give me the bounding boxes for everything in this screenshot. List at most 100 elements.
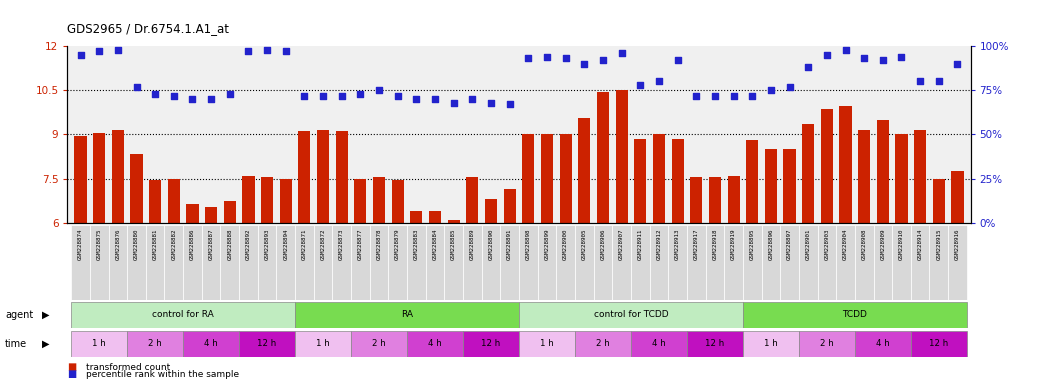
Bar — [351, 225, 370, 300]
Text: GSM228919: GSM228919 — [731, 228, 736, 260]
Bar — [743, 302, 966, 328]
Point — [333, 93, 350, 99]
Bar — [877, 120, 889, 223]
Bar — [818, 225, 837, 300]
Point — [893, 54, 909, 60]
Text: GSM228915: GSM228915 — [936, 228, 941, 260]
Point — [595, 57, 611, 63]
Bar — [373, 177, 385, 223]
Text: control for TCDD: control for TCDD — [594, 310, 668, 319]
Bar — [578, 118, 591, 223]
Text: 2 h: 2 h — [373, 339, 386, 348]
Bar — [149, 180, 161, 223]
Point — [539, 54, 555, 60]
Bar — [910, 225, 929, 300]
Text: GSM228880: GSM228880 — [134, 228, 139, 260]
Bar — [388, 225, 407, 300]
Text: GSM228889: GSM228889 — [470, 228, 474, 260]
Bar — [743, 331, 799, 357]
Text: GSM228906: GSM228906 — [600, 228, 605, 260]
Text: 1 h: 1 h — [540, 339, 554, 348]
Bar — [858, 130, 870, 223]
Point — [670, 57, 686, 63]
Text: GSM228881: GSM228881 — [153, 228, 158, 260]
Bar — [522, 134, 535, 223]
Point — [800, 64, 817, 70]
Text: 1 h: 1 h — [92, 339, 106, 348]
Point — [613, 50, 630, 56]
Point — [240, 48, 256, 55]
Bar — [168, 179, 180, 223]
Text: GSM228905: GSM228905 — [582, 228, 586, 260]
Point — [408, 96, 425, 102]
Text: GSM228896: GSM228896 — [768, 228, 773, 260]
Text: GSM228917: GSM228917 — [693, 228, 699, 260]
Point — [427, 96, 443, 102]
Text: RA: RA — [401, 310, 413, 319]
Text: percentile rank within the sample: percentile rank within the sample — [86, 370, 240, 379]
Bar — [556, 225, 575, 300]
Bar — [351, 331, 407, 357]
Text: GSM228910: GSM228910 — [899, 228, 904, 260]
Bar — [183, 225, 201, 300]
Text: agent: agent — [5, 310, 33, 320]
Text: 4 h: 4 h — [876, 339, 890, 348]
Bar — [391, 180, 404, 223]
Point — [371, 87, 387, 93]
Bar — [257, 225, 276, 300]
Text: time: time — [5, 339, 27, 349]
Bar — [298, 131, 310, 223]
Point — [856, 55, 873, 61]
Text: GSM228909: GSM228909 — [880, 228, 885, 260]
Bar — [597, 92, 609, 223]
Bar — [631, 225, 650, 300]
Text: GSM228907: GSM228907 — [619, 228, 624, 260]
Text: GSM228888: GSM228888 — [227, 228, 233, 260]
Bar — [709, 177, 721, 223]
Bar — [295, 331, 351, 357]
Text: GSM228873: GSM228873 — [339, 228, 345, 260]
Bar — [874, 225, 893, 300]
Text: 1 h: 1 h — [764, 339, 777, 348]
Bar — [466, 177, 479, 223]
Text: control for RA: control for RA — [153, 310, 214, 319]
Bar — [500, 225, 519, 300]
Text: GSM228903: GSM228903 — [824, 228, 829, 260]
Point — [352, 91, 368, 97]
Bar — [687, 225, 706, 300]
Bar — [948, 225, 966, 300]
Point — [221, 91, 238, 97]
Text: 12 h: 12 h — [929, 339, 949, 348]
Text: GSM228876: GSM228876 — [115, 228, 120, 260]
Bar — [429, 211, 441, 223]
Text: GDS2965 / Dr.6754.1.A1_at: GDS2965 / Dr.6754.1.A1_at — [67, 22, 229, 35]
Text: ■: ■ — [67, 369, 77, 379]
Text: GSM228892: GSM228892 — [246, 228, 251, 260]
Point — [129, 84, 145, 90]
Bar — [631, 331, 687, 357]
Bar — [575, 225, 594, 300]
Bar — [164, 225, 183, 300]
Text: 4 h: 4 h — [428, 339, 442, 348]
Point — [389, 93, 406, 99]
Point — [73, 52, 89, 58]
Text: ▶: ▶ — [42, 339, 49, 349]
Text: GSM228908: GSM228908 — [862, 228, 867, 260]
Bar — [725, 225, 743, 300]
Bar — [72, 331, 128, 357]
Bar — [295, 302, 519, 328]
Bar — [840, 106, 851, 223]
Bar — [855, 225, 874, 300]
Bar — [220, 225, 239, 300]
Bar — [72, 225, 90, 300]
Point — [707, 93, 723, 99]
Bar — [261, 177, 273, 223]
Bar — [706, 225, 725, 300]
Bar — [821, 109, 832, 223]
Point — [651, 78, 667, 84]
Bar — [354, 179, 366, 223]
Point — [146, 91, 163, 97]
Text: GSM228912: GSM228912 — [656, 228, 661, 260]
Text: GSM228900: GSM228900 — [564, 228, 568, 260]
Bar — [538, 225, 556, 300]
